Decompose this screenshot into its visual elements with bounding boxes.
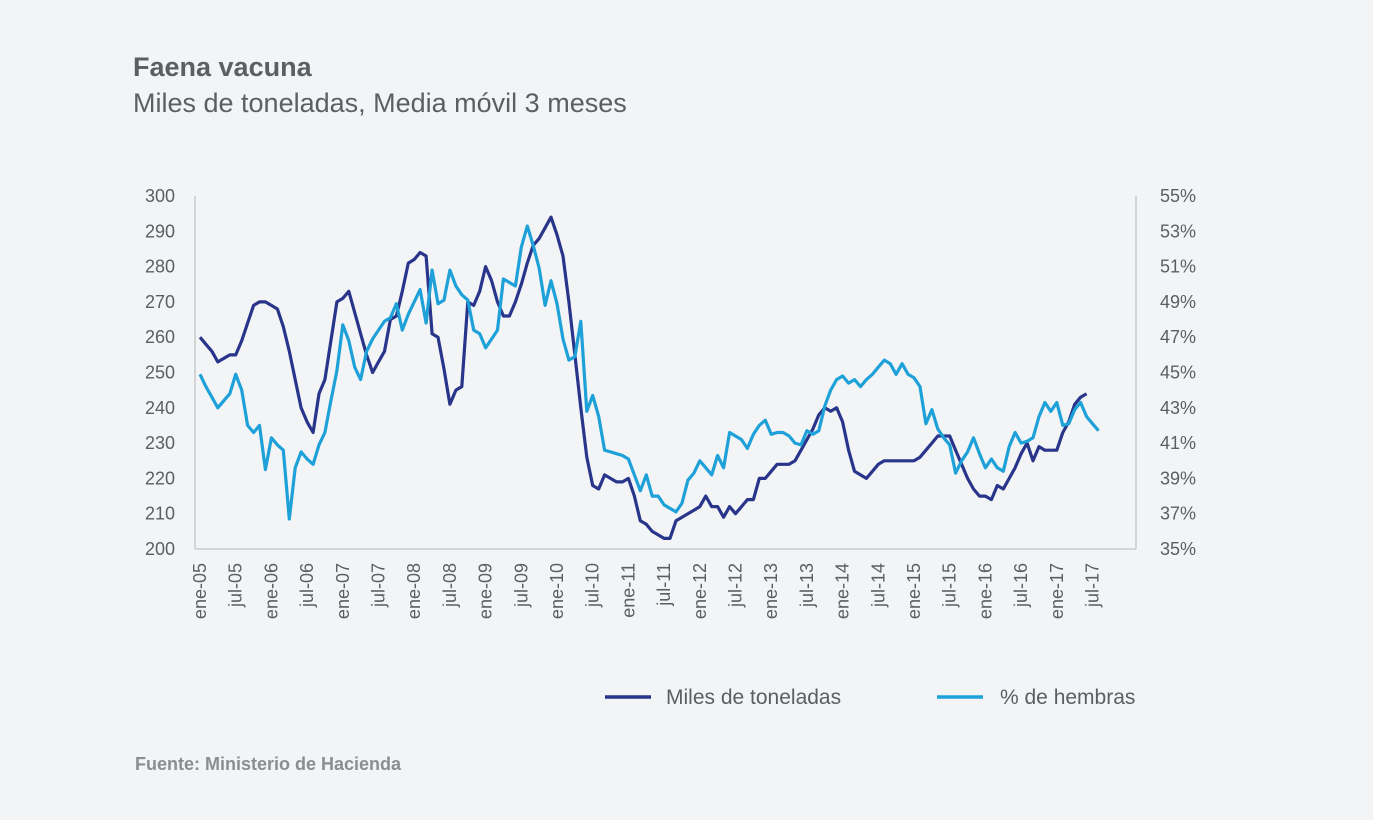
x-tick-label: ene-09 (476, 563, 496, 619)
legend-label: % de hembras (1000, 686, 1135, 709)
series-line-pct-hembras (198, 224, 1100, 521)
chart-subtitle: Miles de toneladas, Media móvil 3 meses (133, 88, 627, 118)
x-tick-label: jul-13 (797, 563, 817, 608)
y-right-tick-label: 49% (1160, 292, 1196, 312)
x-tick-label: jul-17 (1083, 563, 1103, 608)
y-left-tick-label: 250 (145, 363, 175, 383)
x-tick-label: ene-08 (404, 563, 424, 619)
y-right-tick-label: 41% (1160, 433, 1196, 453)
x-tick-label: ene-07 (333, 563, 353, 619)
x-tick-label: ene-11 (618, 563, 638, 618)
chart-title: Faena vacuna (133, 52, 312, 82)
x-tick-label: jul-05 (226, 563, 246, 608)
source-note: Fuente: Ministerio de Hacienda (135, 754, 402, 774)
x-tick-label: jul-12 (726, 563, 746, 608)
y-right-tick-label: 37% (1160, 504, 1196, 524)
y-right-tick-label: 43% (1160, 398, 1196, 418)
y-right-tick-label: 45% (1160, 363, 1196, 383)
x-tick-label: jul-09 (511, 563, 531, 608)
y-left-tick-label: 290 (145, 221, 175, 241)
y-left-tick-label: 260 (145, 327, 175, 347)
y-right-tick-label: 35% (1160, 539, 1196, 559)
y-left-tick-label: 270 (145, 292, 175, 312)
y-left-tick-label: 240 (145, 398, 175, 418)
x-tick-label: jul-10 (583, 563, 603, 608)
x-tick-label: jul-08 (440, 563, 460, 608)
x-tick-label: ene-12 (690, 563, 710, 619)
line-chart: 200 210 220 230 240 250 260 270 280 290 300 35% 37% 3… (145, 186, 1196, 709)
x-tick-label: ene-05 (190, 563, 210, 619)
y-left-tick-label: 230 (145, 433, 175, 453)
x-tick-label: ene-10 (547, 563, 567, 619)
x-tick-label: ene-06 (261, 563, 281, 619)
x-tick-label: jul-15 (940, 563, 960, 608)
y-left-tick-label: 200 (145, 539, 175, 559)
x-tick-label: jul-07 (369, 563, 389, 608)
x-tick-label: ene-14 (833, 563, 853, 619)
x-tick-label: jul-11 (654, 563, 674, 607)
y-right-tick-label: 47% (1160, 327, 1196, 347)
y-right-tick-label: 53% (1160, 221, 1196, 241)
x-tick-label: ene-13 (761, 563, 781, 619)
x-tick-label: jul-14 (868, 563, 888, 608)
y-right-tick-label: 39% (1160, 468, 1196, 488)
x-tick-label: ene-15 (904, 563, 924, 619)
x-tick-label: ene-16 (975, 563, 995, 619)
x-tick-label: ene-17 (1047, 563, 1067, 619)
y-right-tick-label: 51% (1160, 257, 1196, 277)
x-tick-label: jul-06 (297, 563, 317, 608)
y-left-tick-label: 300 (145, 186, 175, 206)
y-left-tick-label: 280 (145, 257, 175, 277)
legend-label: Miles de toneladas (666, 686, 841, 709)
chart-legend: Miles de toneladas % de hembras (605, 686, 1135, 709)
chart-series (198, 215, 1100, 541)
chart-axes: 200 210 220 230 240 250 260 270 280 290 300 35% 37% 3… (145, 186, 1196, 619)
x-tick-label: jul-16 (1011, 563, 1031, 608)
series-line-miles-de-toneladas (198, 215, 1088, 541)
y-right-tick-label: 55% (1160, 186, 1196, 206)
y-left-tick-label: 220 (145, 468, 175, 488)
y-left-tick-label: 210 (145, 504, 175, 524)
